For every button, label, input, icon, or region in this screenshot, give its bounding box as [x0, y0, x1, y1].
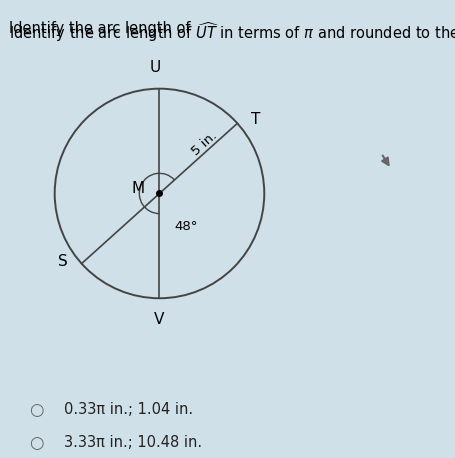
- Text: 0.33π in.; 1.04 in.: 0.33π in.; 1.04 in.: [64, 403, 192, 417]
- Text: V: V: [154, 312, 164, 327]
- Text: 3.33π in.; 10.48 in.: 3.33π in.; 10.48 in.: [64, 436, 202, 450]
- Text: M: M: [131, 181, 144, 196]
- Text: 48°: 48°: [174, 220, 198, 233]
- Text: T: T: [251, 112, 260, 127]
- Text: Identify the arc length of $\widehat{UT}$ in terms of $\pi$ and rounded to the n: Identify the arc length of $\widehat{UT}…: [9, 21, 455, 44]
- Text: ○: ○: [29, 401, 44, 419]
- Text: S: S: [58, 254, 67, 269]
- Text: Identify the arc length of: Identify the arc length of: [9, 21, 195, 36]
- Text: ○: ○: [29, 434, 44, 452]
- Text: U: U: [150, 60, 161, 75]
- Text: 5 in.: 5 in.: [188, 129, 219, 158]
